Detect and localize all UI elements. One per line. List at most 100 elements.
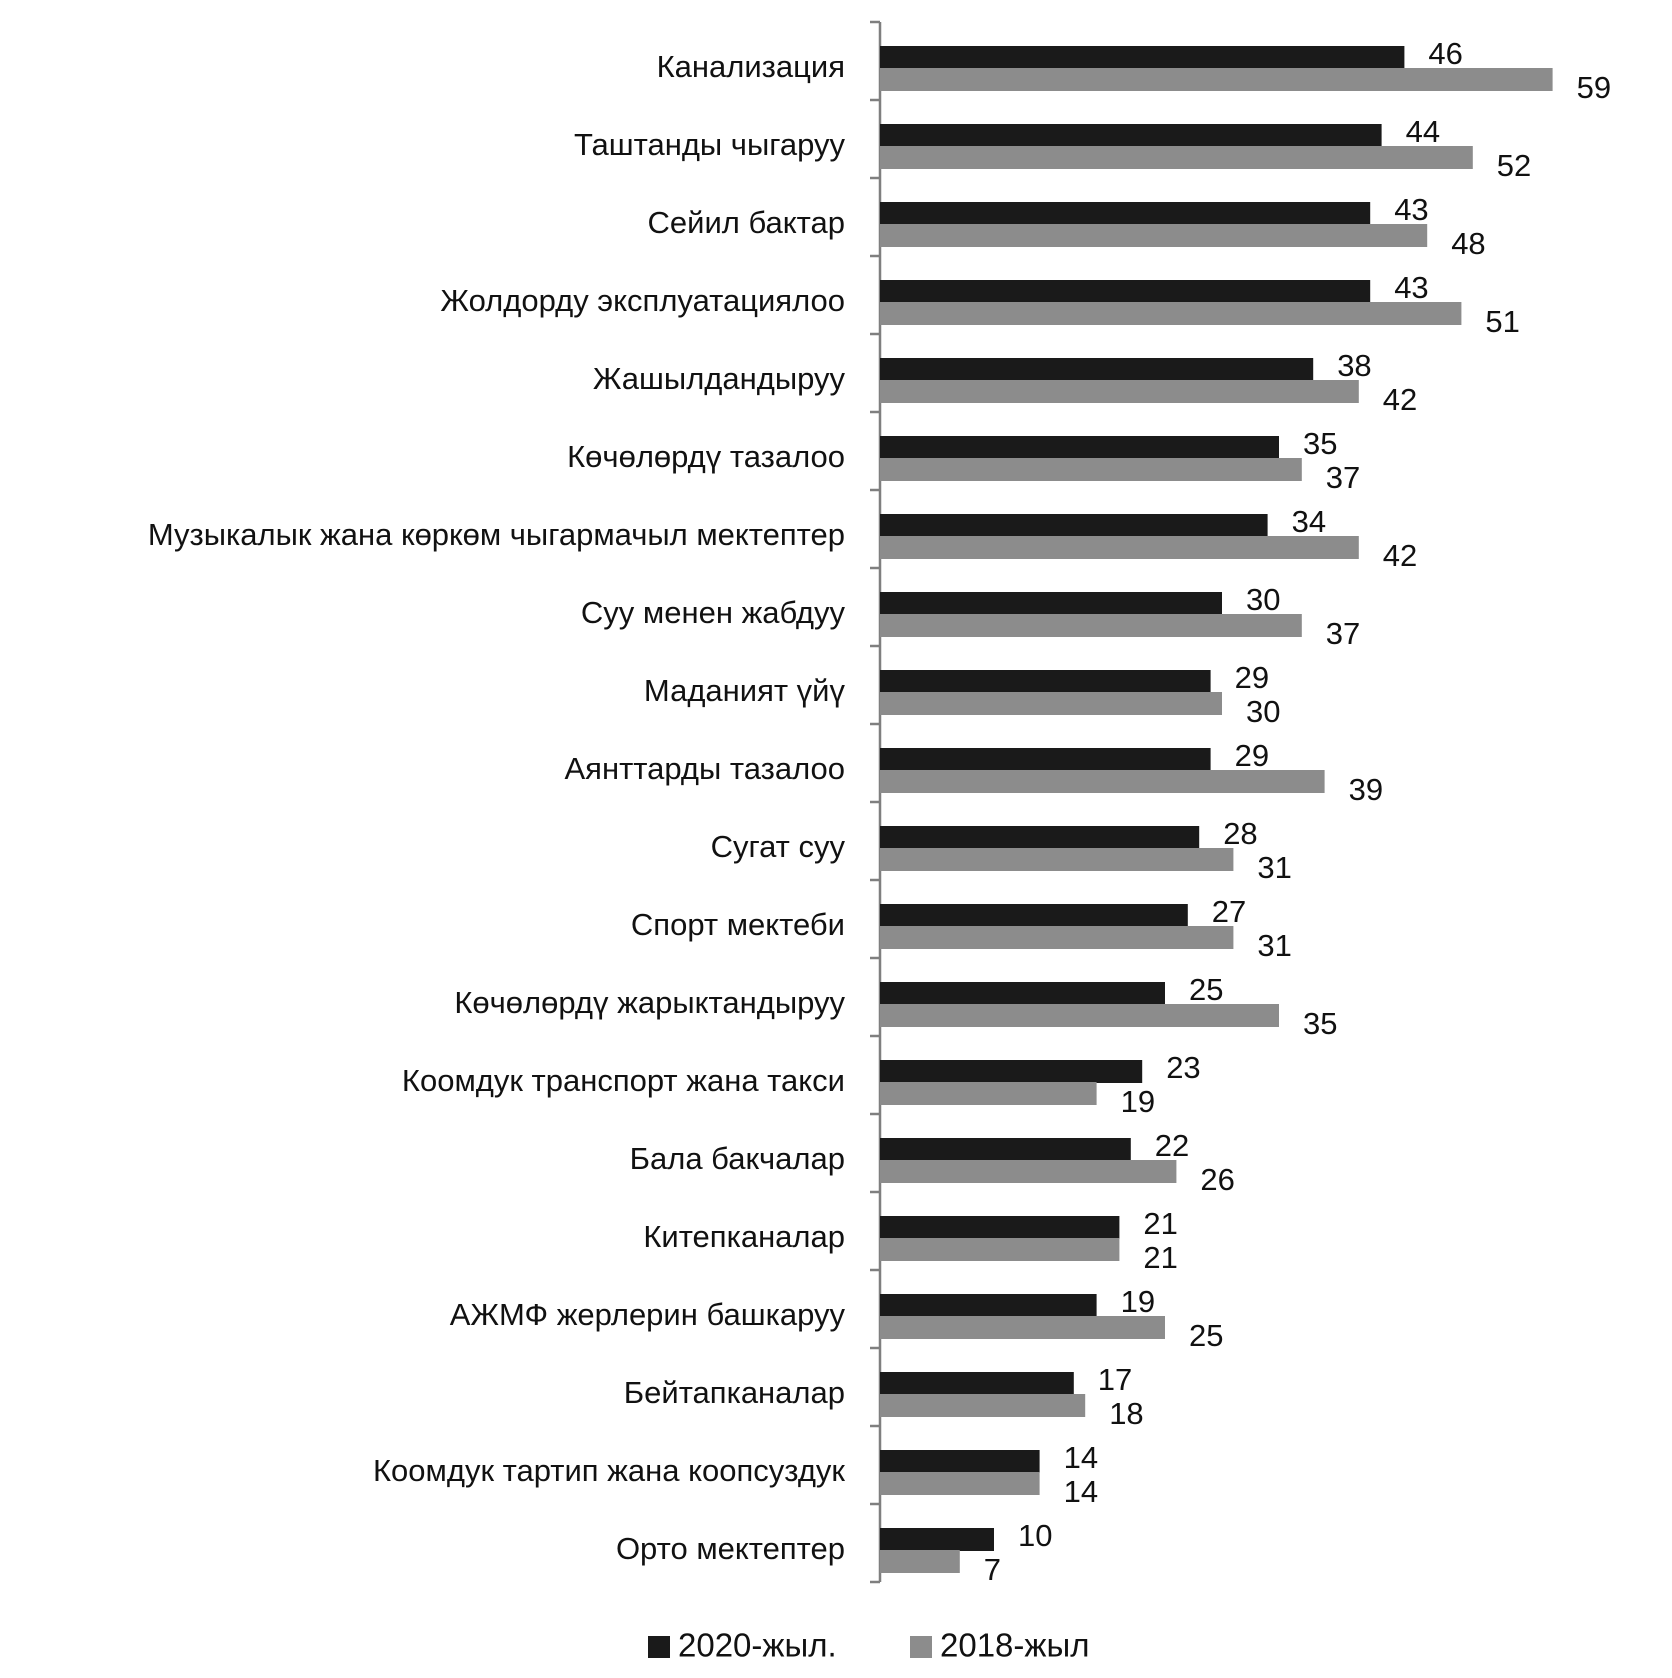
data-label: 10 bbox=[1018, 1518, 1052, 1553]
bar-series-1 bbox=[880, 592, 1222, 615]
bar-series-1 bbox=[880, 1216, 1120, 1239]
bar-series-2 bbox=[880, 536, 1359, 559]
category-label: Бала бакчалар bbox=[630, 1141, 845, 1176]
bar-series-2 bbox=[880, 614, 1302, 637]
data-label: 21 bbox=[1143, 1240, 1177, 1275]
data-label: 46 bbox=[1428, 36, 1462, 71]
category-labels: Канализация Таштанды чыгаруу Сейил бактар Ж… bbox=[148, 49, 846, 1566]
data-label: 44 bbox=[1406, 114, 1440, 149]
bar-series-1 bbox=[880, 202, 1371, 225]
bar-series-1 bbox=[880, 1528, 994, 1551]
category-label: Көчөлөрдү жарыктандыруу bbox=[454, 985, 845, 1020]
category-label: Жашылдандыруу bbox=[593, 361, 846, 396]
data-label: 29 bbox=[1235, 738, 1269, 773]
data-label: 25 bbox=[1189, 1318, 1223, 1353]
bar-series-1 bbox=[880, 358, 1314, 381]
category-label: Сугат суу bbox=[711, 829, 846, 864]
bar-series-2 bbox=[880, 146, 1473, 169]
data-label: 17 bbox=[1098, 1362, 1132, 1397]
category-label: Аянттарды тазалоо bbox=[565, 751, 846, 786]
value-labels: 4659445243484351384235373442303729302939… bbox=[984, 36, 1611, 1587]
bar-series-2 bbox=[880, 1472, 1040, 1495]
data-label: 35 bbox=[1303, 1006, 1337, 1041]
data-label: 42 bbox=[1383, 382, 1417, 417]
data-label: 30 bbox=[1246, 694, 1280, 729]
category-label: Спорт мектеби bbox=[631, 907, 845, 942]
bar-series-2 bbox=[880, 1316, 1165, 1339]
category-label: Суу менен жабдуу bbox=[581, 595, 846, 630]
bar-series-2 bbox=[880, 68, 1553, 91]
data-label: 18 bbox=[1109, 1396, 1143, 1431]
data-label: 43 bbox=[1394, 270, 1428, 305]
bar-series-1 bbox=[880, 670, 1211, 693]
bar-series-2 bbox=[880, 1004, 1279, 1027]
data-label: 25 bbox=[1189, 972, 1223, 1007]
data-label: 34 bbox=[1292, 504, 1326, 539]
data-label: 48 bbox=[1451, 226, 1485, 261]
bar-series-2 bbox=[880, 458, 1302, 481]
category-label: Музыкалык жана көркөм чыгармачыл мектепт… bbox=[148, 517, 845, 552]
data-label: 19 bbox=[1121, 1284, 1155, 1319]
data-label: 23 bbox=[1166, 1050, 1200, 1085]
data-label: 39 bbox=[1349, 772, 1383, 807]
data-label: 42 bbox=[1383, 538, 1417, 573]
bars bbox=[880, 46, 1553, 1573]
category-label: АЖМФ жерлерин башкаруу bbox=[450, 1297, 846, 1332]
category-label: Канализация bbox=[657, 49, 845, 84]
data-label: 43 bbox=[1394, 192, 1428, 227]
bar-series-2 bbox=[880, 1394, 1086, 1417]
data-label: 19 bbox=[1121, 1084, 1155, 1119]
legend: 2020-жыл. 2018-жыл bbox=[648, 1627, 1089, 1664]
category-label: Маданият үйү bbox=[644, 673, 846, 708]
bar-series-2 bbox=[880, 1238, 1120, 1261]
category-label: Орто мектептер bbox=[616, 1531, 845, 1566]
data-label: 21 bbox=[1143, 1206, 1177, 1241]
data-label: 27 bbox=[1212, 894, 1246, 929]
data-label: 7 bbox=[984, 1552, 1001, 1587]
bar-series-1 bbox=[880, 1060, 1143, 1083]
bar-series-1 bbox=[880, 904, 1188, 927]
data-label: 51 bbox=[1485, 304, 1519, 339]
category-label: Көчөлөрдү тазалоо bbox=[567, 439, 845, 474]
bar-series-1 bbox=[880, 1294, 1097, 1317]
category-label: Таштанды чыгаруу bbox=[574, 127, 846, 162]
category-label: Коомдук транспорт жана такси bbox=[402, 1063, 845, 1098]
bar-series-1 bbox=[880, 826, 1200, 849]
data-label: 29 bbox=[1235, 660, 1269, 695]
category-label: Китепканалар bbox=[643, 1219, 845, 1254]
bar-series-1 bbox=[880, 748, 1211, 771]
data-label: 30 bbox=[1246, 582, 1280, 617]
bar-series-2 bbox=[880, 1550, 960, 1573]
legend-label: 2018-жыл bbox=[940, 1627, 1089, 1664]
data-label: 59 bbox=[1577, 70, 1611, 105]
bar-series-2 bbox=[880, 380, 1359, 403]
data-label: 31 bbox=[1257, 928, 1291, 963]
y-axis bbox=[870, 20, 882, 1584]
data-label: 38 bbox=[1337, 348, 1371, 383]
data-label: 37 bbox=[1326, 460, 1360, 495]
data-label: 52 bbox=[1497, 148, 1531, 183]
bar-series-2 bbox=[880, 692, 1222, 715]
bar-series-1 bbox=[880, 514, 1268, 537]
bar-series-1 bbox=[880, 982, 1165, 1005]
bar-series-1 bbox=[880, 1450, 1040, 1473]
legend-swatch bbox=[910, 1636, 932, 1658]
data-label: 14 bbox=[1064, 1440, 1098, 1475]
legend-swatch bbox=[648, 1636, 670, 1658]
bar-series-2 bbox=[880, 770, 1325, 793]
bar-series-1 bbox=[880, 280, 1371, 303]
data-label: 37 bbox=[1326, 616, 1360, 651]
bar-series-1 bbox=[880, 1372, 1074, 1395]
category-label: Бейтапканалар bbox=[624, 1375, 845, 1410]
category-label: Коомдук тартип жана коопсуздук bbox=[373, 1453, 845, 1488]
bar-series-1 bbox=[880, 124, 1382, 147]
legend-label: 2020-жыл. bbox=[678, 1627, 837, 1664]
bar-series-2 bbox=[880, 848, 1234, 871]
data-label: 26 bbox=[1200, 1162, 1234, 1197]
bar-series-1 bbox=[880, 46, 1405, 69]
bar-series-2 bbox=[880, 926, 1234, 949]
category-label: Сейил бактар bbox=[648, 205, 846, 240]
data-label: 28 bbox=[1223, 816, 1257, 851]
bar-series-2 bbox=[880, 224, 1428, 247]
